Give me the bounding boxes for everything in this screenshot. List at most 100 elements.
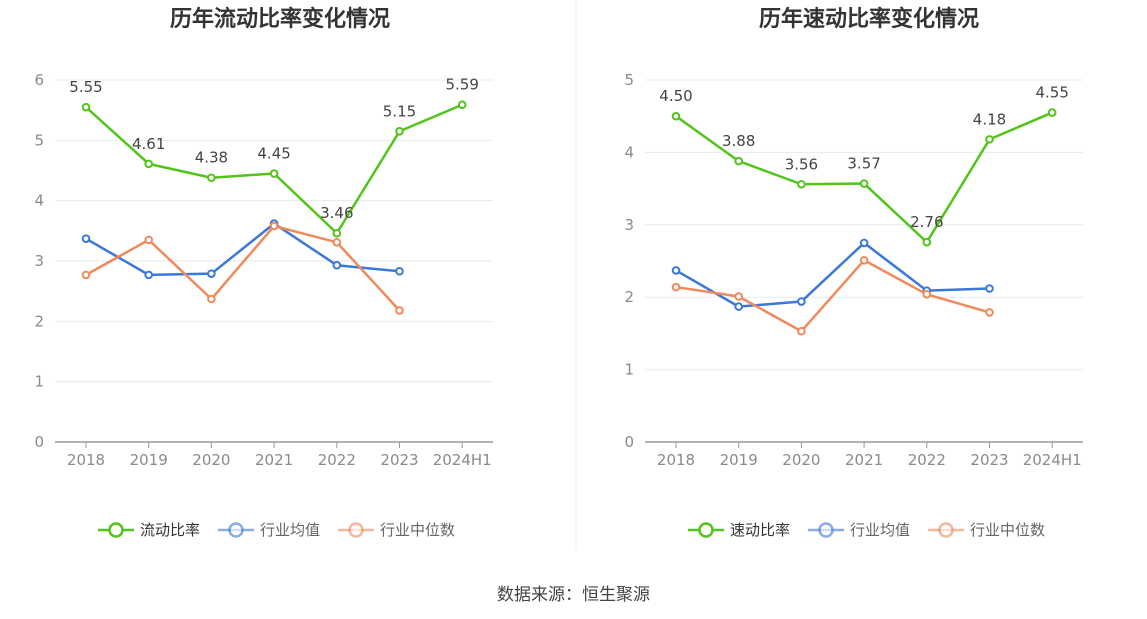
y-tick-label: 0	[624, 433, 634, 451]
data-point[interactable]	[985, 135, 994, 144]
data-point[interactable]	[1047, 108, 1057, 117]
data-point[interactable]	[332, 260, 342, 270]
y-tick-label: 4	[624, 143, 634, 161]
x-tick-label: 2018	[657, 451, 695, 469]
x-tick-label: 2022	[908, 451, 946, 469]
y-tick-label: 3	[34, 252, 44, 270]
data-point[interactable]	[144, 159, 153, 169]
x-tick-label: 2022	[318, 451, 356, 469]
x-tick-label: 2018	[67, 451, 105, 469]
data-point[interactable]	[797, 297, 806, 306]
y-tick-label: 6	[34, 71, 44, 89]
data-label: 4.61	[132, 135, 165, 153]
legend-marker-icon	[348, 522, 364, 538]
data-point[interactable]	[81, 270, 91, 280]
y-tick-label: 2	[624, 288, 634, 306]
data-label: 5.59	[445, 76, 478, 94]
y-tick-label: 1	[34, 373, 44, 391]
data-point[interactable]	[859, 238, 869, 248]
x-tick-label: 2021	[255, 451, 293, 469]
x-tick-label: 2019	[130, 451, 168, 469]
legend-label: 行业中位数	[380, 521, 455, 539]
data-point[interactable]	[797, 326, 806, 336]
y-tick-label: 3	[624, 216, 634, 234]
data-label: 4.38	[195, 149, 228, 167]
data-label: 3.57	[847, 155, 880, 173]
legend-marker-icon	[228, 522, 244, 538]
data-point[interactable]	[985, 284, 994, 293]
series-line-industry-mean	[85, 222, 400, 277]
data-label: 3.88	[722, 132, 755, 150]
x-tick-label: 2020	[192, 451, 230, 469]
chart-title: 历年速动比率变化情况	[759, 6, 979, 32]
y-tick-label: 2	[34, 312, 44, 330]
data-point[interactable]	[671, 266, 681, 275]
x-tick-label: 2019	[720, 451, 758, 469]
data-source-label: 数据来源：恒生聚源	[497, 585, 650, 605]
x-tick-label: 2023	[970, 451, 1008, 469]
data-point[interactable]	[207, 269, 216, 278]
data-point[interactable]	[671, 282, 681, 292]
data-point[interactable]	[269, 169, 279, 178]
legend-item-industry-median[interactable]: 行业中位数	[338, 521, 455, 539]
data-point[interactable]	[859, 255, 869, 265]
data-point[interactable]	[922, 290, 932, 299]
data-point[interactable]	[797, 179, 806, 189]
data-label: 3.46	[320, 204, 353, 222]
data-label: 5.55	[69, 78, 102, 96]
y-tick-label: 5	[34, 131, 44, 149]
legend-label: 行业均值	[850, 521, 910, 539]
chart-title: 历年流动比率变化情况	[170, 6, 390, 32]
data-point[interactable]	[985, 308, 994, 317]
y-tick-label: 1	[624, 361, 634, 379]
x-tick-label: 2024H1	[1023, 451, 1082, 469]
legend-label: 行业均值	[260, 521, 320, 539]
data-point[interactable]	[734, 292, 744, 301]
data-point[interactable]	[395, 126, 404, 136]
data-point[interactable]	[207, 173, 216, 183]
current-ratio-chart: 历年流动比率变化情况 0 1 2 3 4 5 6 2018 2019 2020 2021 2022 202…	[34, 6, 493, 539]
x-tick-label: 2024H1	[433, 451, 492, 469]
data-point[interactable]	[207, 294, 216, 304]
legend-item-industry-mean[interactable]: 行业均值	[808, 521, 910, 539]
legend-item-main-ratio[interactable]: 流动比率	[98, 521, 200, 539]
x-tick-label: 2020	[782, 451, 820, 469]
series-line-industry-mean	[675, 241, 990, 308]
legend-marker-icon	[108, 522, 124, 538]
series-line-industry-median	[85, 224, 401, 312]
legend-label: 流动比率	[140, 521, 200, 539]
legend-item-industry-mean[interactable]: 行业均值	[218, 521, 320, 539]
data-point[interactable]	[671, 111, 681, 121]
data-point[interactable]	[144, 270, 153, 280]
legend-item-main-ratio[interactable]: 速动比率	[688, 521, 790, 539]
legend-marker-icon	[938, 522, 954, 538]
data-label: 4.18	[973, 110, 1006, 128]
y-tick-label: 5	[624, 71, 634, 89]
legend-label: 速动比率	[730, 521, 790, 539]
data-point[interactable]	[922, 237, 932, 247]
data-point[interactable]	[457, 100, 467, 110]
data-point[interactable]	[859, 179, 869, 188]
x-tick-label: 2023	[380, 451, 418, 469]
legend-item-industry-median[interactable]: 行业中位数	[928, 521, 1045, 539]
data-point[interactable]	[81, 102, 91, 112]
data-label: 5.15	[383, 102, 416, 120]
data-point[interactable]	[144, 235, 153, 245]
quick-ratio-chart: 历年速动比率变化情况 0 1 2 3 4 5 2018 2019 2020 2021 2022 2023…	[624, 6, 1083, 539]
data-point[interactable]	[734, 302, 744, 311]
data-point[interactable]	[395, 306, 404, 315]
data-label: 4.55	[1035, 84, 1068, 102]
legend-marker-icon	[818, 522, 834, 538]
data-point[interactable]	[332, 237, 342, 247]
data-label: 4.45	[257, 145, 290, 163]
data-point[interactable]	[734, 156, 744, 166]
data-point[interactable]	[269, 221, 279, 231]
data-point[interactable]	[395, 266, 404, 276]
x-tick-label: 2021	[845, 451, 883, 469]
y-tick-label: 0	[34, 433, 44, 451]
series-line-main-ratio	[85, 103, 463, 235]
data-point[interactable]	[81, 234, 91, 243]
data-label: 2.76	[910, 213, 943, 231]
data-point[interactable]	[332, 228, 342, 238]
data-label: 4.50	[659, 87, 692, 105]
